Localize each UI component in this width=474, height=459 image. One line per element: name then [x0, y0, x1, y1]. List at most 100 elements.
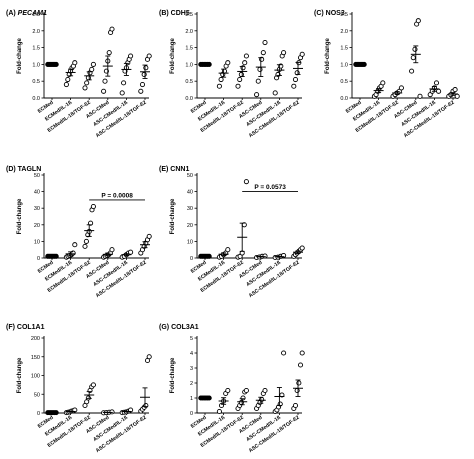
data-point: [410, 55, 416, 61]
data-point: [119, 90, 125, 96]
data-point: [436, 88, 442, 94]
data-point: [297, 362, 304, 368]
y-tick-label: 0.5: [340, 79, 348, 85]
panel-f: (F) COL1A1Fold-change050100150200ECMedEC…: [6, 324, 152, 454]
y-tick-label: 1.0: [340, 62, 348, 68]
data-point: [255, 78, 261, 84]
data-point: [106, 50, 112, 56]
data-point: [63, 82, 69, 88]
gene-name: CDH5: [171, 10, 190, 17]
data-point: [454, 93, 460, 99]
data-point: [243, 179, 249, 185]
y-tick-label: 5: [190, 336, 193, 342]
y-tick-label: 40: [34, 190, 40, 196]
y-tick-label: 3: [190, 366, 193, 372]
y-tick-label: 50: [34, 173, 40, 179]
gene-name: COL3A1: [171, 324, 199, 331]
data-point: [83, 238, 89, 244]
y-tick-label: 100: [31, 374, 40, 380]
y-tick-label: 0.5: [32, 79, 40, 85]
y-tick-label: 200: [31, 336, 40, 342]
data-point: [254, 92, 260, 98]
data-point: [380, 80, 386, 86]
y-tick-label: 0: [37, 411, 40, 417]
data-point: [409, 68, 415, 74]
gene-name: TAGLN: [18, 166, 42, 173]
y-tick-label: 2.0: [340, 29, 348, 35]
data-point: [240, 395, 246, 401]
panel-d: (D) TAGLNFold-change01020304050ECMedECMe…: [6, 166, 152, 299]
data-point: [299, 51, 305, 57]
y-axis-label: Fold-change: [170, 357, 176, 393]
data-point: [109, 247, 115, 253]
data-point: [272, 90, 278, 96]
panel-title: (D) TAGLN: [6, 166, 41, 173]
data-point: [257, 66, 263, 72]
y-tick-label: 0: [37, 256, 40, 262]
y-tick-label: 40: [187, 190, 193, 196]
data-point: [242, 60, 248, 66]
panel-title: (G) COL3A1: [159, 324, 199, 331]
data-point: [281, 50, 287, 56]
panel-g: (G) COL3A1Fold-change012345ECMedECMed/IL…: [159, 324, 305, 454]
data-point: [109, 409, 115, 415]
data-point: [262, 40, 268, 46]
data-point: [415, 18, 421, 24]
panel-letter: (A): [6, 10, 18, 17]
data-point: [235, 83, 241, 89]
data-point: [243, 387, 249, 394]
y-tick-label: 50: [34, 392, 40, 398]
y-tick-label: 20: [187, 223, 193, 229]
data-point: [84, 80, 90, 86]
data-point: [417, 93, 423, 99]
data-point: [433, 80, 440, 86]
data-point: [221, 68, 227, 74]
data-point: [139, 82, 146, 88]
data-point: [243, 53, 249, 59]
y-tick-label: 2.5: [340, 12, 348, 18]
data-point: [452, 87, 458, 93]
y-tick-label: 1.5: [32, 46, 40, 52]
panel-b: (B) CDH5Fold-change0.00.51.01.52.02.5ECM…: [159, 10, 305, 139]
y-tick-label: 1.0: [32, 62, 40, 68]
panel-letter: (G): [159, 324, 171, 331]
y-tick-label: 1.0: [185, 62, 193, 68]
data-point: [90, 61, 96, 67]
y-tick-label: 0.0: [32, 96, 40, 102]
panel-title: (F) COL1A1: [6, 324, 45, 331]
panel-title: (B) CDH5: [159, 10, 190, 17]
data-point: [128, 249, 134, 255]
data-point: [102, 78, 108, 84]
panel-a: (A) PECAM1Fold-change0.00.51.01.52.02.5E…: [6, 10, 152, 139]
data-point: [82, 85, 88, 91]
data-point: [89, 66, 95, 72]
data-point: [291, 83, 297, 89]
panel-letter: (B): [159, 10, 171, 17]
panel-e: (E) CNN1Fold-change01020304050ECMedECMed…: [159, 166, 305, 299]
data-point: [141, 71, 147, 78]
data-point: [225, 60, 231, 66]
data-point: [225, 387, 231, 394]
data-point: [398, 85, 404, 91]
y-tick-label: 30: [34, 206, 40, 212]
p-value-label: P = 0.0008: [101, 192, 133, 199]
y-tick-label: 50: [187, 173, 193, 179]
data-point: [72, 242, 78, 248]
panel-letter: (D): [6, 166, 18, 173]
data-point: [292, 76, 299, 83]
data-point: [146, 53, 152, 59]
data-point: [412, 46, 418, 52]
y-tick-label: 150: [31, 355, 40, 361]
y-axis-label: Fold-change: [170, 38, 176, 74]
y-tick-label: 1.5: [340, 46, 348, 52]
data-point: [281, 350, 287, 356]
data-point: [90, 203, 96, 210]
data-point: [146, 354, 152, 360]
panel-letter: (E): [159, 166, 170, 173]
y-tick-label: 0: [190, 411, 193, 417]
y-axis-label: Fold-change: [17, 198, 23, 234]
gene-name: CNN1: [170, 166, 189, 173]
data-point: [216, 408, 222, 415]
y-tick-label: 0.0: [340, 96, 348, 102]
